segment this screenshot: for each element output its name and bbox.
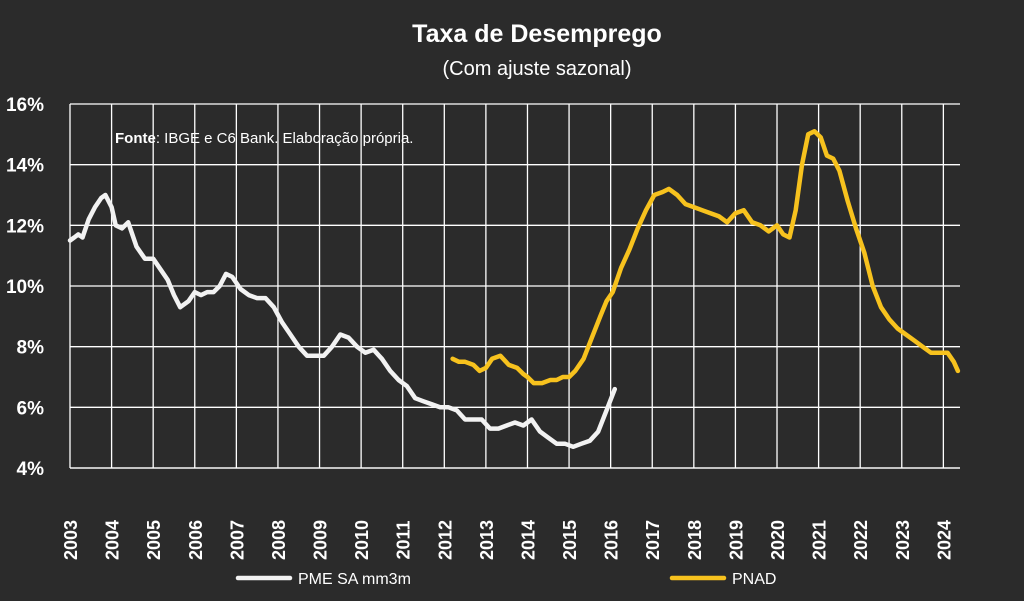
x-tick-label: 2020 <box>768 520 788 560</box>
x-tick-label: 2023 <box>893 520 913 560</box>
x-tick-label: 2019 <box>726 520 746 560</box>
y-tick-label: 10% <box>6 277 44 298</box>
x-tick-label: 2007 <box>227 520 247 560</box>
gridlines <box>69 103 960 469</box>
x-tick-label: 2016 <box>602 520 622 560</box>
source-text: : IBGE e C6 Bank. Elaboração própria. <box>156 130 414 147</box>
x-tick-label: 2003 <box>61 520 81 560</box>
x-tick-label: 2012 <box>435 520 455 560</box>
y-tick-label: 12% <box>6 216 44 237</box>
x-tick-label: 2022 <box>851 520 871 560</box>
x-tick-label: 2021 <box>810 520 830 560</box>
series-line-pme-sa-mm3m <box>67 192 618 450</box>
source-label: Fonte <box>115 130 156 147</box>
x-tick-label: 2005 <box>144 520 164 560</box>
x-tick-label: 2009 <box>311 520 331 560</box>
x-tick-label: 2004 <box>103 520 123 560</box>
legend: PME SA mm3m PNAD <box>235 571 776 588</box>
series-lines <box>67 129 961 450</box>
x-tick-label: 2013 <box>477 520 497 560</box>
x-tick-label: 2006 <box>186 520 206 560</box>
x-tick-label: 2011 <box>394 520 414 559</box>
x-tick-label: 2017 <box>643 520 663 560</box>
legend-label: PNAD <box>732 571 776 588</box>
y-tick-label: 4% <box>17 459 45 480</box>
y-axis-ticks: 4% 6% 8% 10% 12% 14% 16% <box>6 95 44 480</box>
x-tick-label: 2014 <box>518 520 538 560</box>
chart-title: Taxa de Desemprego <box>412 20 662 48</box>
y-tick-label: 6% <box>17 398 45 419</box>
series-line-pnad <box>450 129 961 386</box>
x-tick-label: 2024 <box>934 520 954 560</box>
x-tick-label: 2010 <box>352 520 372 560</box>
y-tick-label: 8% <box>17 338 45 359</box>
source-note: Fonte: IBGE e C6 Bank. Elaboração própri… <box>115 130 413 147</box>
x-tick-label: 2015 <box>560 520 580 560</box>
x-axis-ticks: 2003 2004 2005 2006 2007 2008 2009 2010 2011 2012… <box>61 520 954 560</box>
y-tick-label: 16% <box>6 95 44 116</box>
y-tick-label: 14% <box>6 156 44 177</box>
x-tick-label: 2018 <box>685 520 705 560</box>
x-tick-label: 2008 <box>269 520 289 560</box>
legend-label: PME SA mm3m <box>298 571 411 588</box>
chart-subtitle: (Com ajuste sazonal) <box>443 58 632 80</box>
